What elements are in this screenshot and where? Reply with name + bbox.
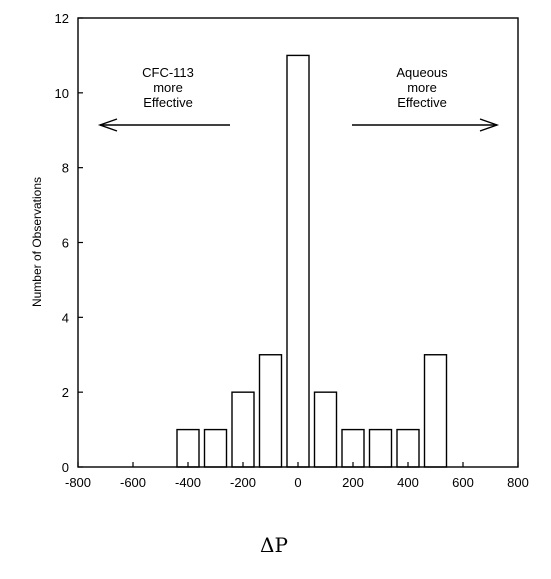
y-tick-label: 10 [55,86,69,101]
y-tick-label: 8 [62,161,69,176]
tick-group: -800 -600 -400 -200 0 200 400 600 800 0 2 4 6 8 10 12 [55,11,529,490]
x-tick-label: -800 [65,475,91,490]
bar [368,428,393,468]
x-tick-label: 0 [294,475,301,490]
annotation-label: CFC-113 more Effective [142,65,194,110]
x-axis-label: ΔP [260,533,288,557]
annotation-label: Aqueous more Effective [396,65,448,110]
bar [341,428,365,468]
bar [313,391,338,468]
y-tick-label: 2 [62,385,69,400]
y-tick-label: 0 [62,460,69,475]
arrow-right-icon [479,118,500,132]
bar [423,354,448,468]
y-tick-label: 6 [62,236,69,251]
x-tick-label: 600 [452,475,474,490]
bar [176,428,200,468]
bar [231,391,255,468]
bar [286,54,310,468]
bar [258,354,283,468]
bar [396,428,420,468]
x-tick-label: -400 [175,475,201,490]
x-tick-label: -600 [120,475,146,490]
bar [203,428,228,468]
arrow-left-icon [97,118,118,132]
annotations-group: CFC-113 more Effective Aqueous more Effective [97,65,500,132]
y-tick-label: 4 [62,310,69,325]
x-tick-label: -200 [230,475,256,490]
x-tick-label: 800 [507,475,529,490]
y-axis-label: Number of Observations [30,177,44,307]
y-tick-label: 12 [55,11,69,26]
x-tick-label: 400 [397,475,419,490]
x-tick-label: 200 [342,475,364,490]
bars-group [176,54,448,468]
